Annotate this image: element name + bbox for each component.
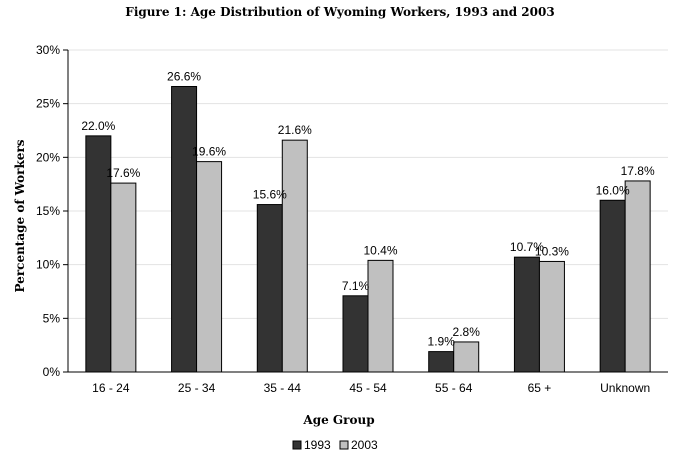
bar-1993 xyxy=(428,351,455,373)
data-label: 16.0% xyxy=(596,183,630,197)
x-tick-label: 16 - 24 xyxy=(92,381,130,395)
legend: 1993 2003 xyxy=(292,438,378,452)
bar-2003 xyxy=(453,341,480,373)
bar-2003 xyxy=(196,161,223,373)
data-labels: 22.0% 17.6% 26.6% 19.6% 15.6% 21.6% 7.1% 10.4% 1… xyxy=(81,69,655,348)
bar-2003 xyxy=(538,260,565,373)
bars xyxy=(85,85,651,373)
data-label: 17.6% xyxy=(106,166,140,180)
gridlines xyxy=(68,49,668,319)
x-tick-label: 25 - 34 xyxy=(178,381,216,395)
y-tick-label: 25% xyxy=(36,97,60,111)
bar-1993 xyxy=(342,295,369,373)
data-label: 1.9% xyxy=(428,335,456,349)
legend-label: 1993 xyxy=(304,438,331,452)
x-axis-title: Age Group xyxy=(302,413,374,427)
data-label: 10.3% xyxy=(535,244,569,258)
data-label: 26.6% xyxy=(167,69,201,83)
bar-1993 xyxy=(513,256,540,373)
data-label: 2.8% xyxy=(453,325,481,339)
bar-2003 xyxy=(624,180,651,373)
legend-swatch xyxy=(292,440,302,450)
y-axis-title: Percentage of Workers xyxy=(13,139,27,292)
x-tick-label: 35 - 44 xyxy=(264,381,302,395)
data-label: 22.0% xyxy=(81,119,115,133)
data-label: 19.6% xyxy=(192,145,226,159)
data-label: 10.4% xyxy=(363,243,397,257)
x-tick-label: 45 - 54 xyxy=(349,381,387,395)
axes: 0% 5% 10% 15% 20% 25% 30% 16 - 24 25 - 34 35 - 44… xyxy=(36,43,668,395)
bar-1993 xyxy=(599,199,626,373)
x-tick-label: Unknown xyxy=(600,381,650,395)
chart-title: Figure 1: Age Distribution of Wyoming Wo… xyxy=(125,5,554,19)
data-label: 15.6% xyxy=(253,188,287,202)
y-tick-label: 5% xyxy=(43,311,61,325)
bar-2003 xyxy=(281,139,308,373)
y-tick-label: 30% xyxy=(36,43,60,57)
y-tick-label: 15% xyxy=(36,204,60,218)
y-tick-label: 20% xyxy=(36,150,60,164)
bar-1993 xyxy=(171,85,198,373)
bar-2003 xyxy=(110,182,137,373)
x-tick-label: 55 - 64 xyxy=(435,381,473,395)
data-label: 17.8% xyxy=(621,164,655,178)
bar-1993 xyxy=(256,204,283,373)
data-label: 7.1% xyxy=(342,279,370,293)
x-tick-label: 65 + xyxy=(528,381,552,395)
data-label: 10.7% xyxy=(510,240,544,254)
legend-swatch xyxy=(339,440,349,450)
legend-label: 2003 xyxy=(351,438,378,452)
y-tick-label: 10% xyxy=(36,258,60,272)
y-tick-label: 0% xyxy=(43,365,61,379)
bar-2003 xyxy=(367,259,394,373)
data-label: 21.6% xyxy=(278,123,312,137)
